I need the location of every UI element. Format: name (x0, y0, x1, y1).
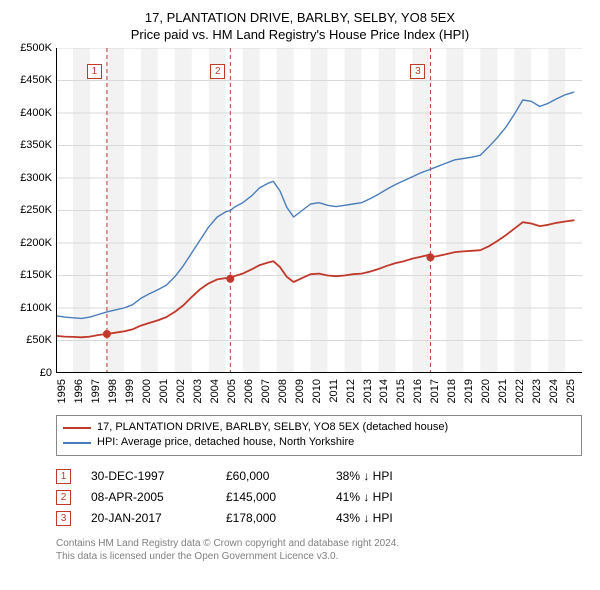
sale-price: £60,000 (226, 469, 316, 483)
x-tick-label: 2012 (345, 379, 357, 403)
x-tick-label: 1999 (124, 379, 136, 403)
y-tick-label: £300K (20, 172, 52, 184)
x-tick-label: 2016 (412, 379, 424, 403)
x-tick-label: 2015 (395, 379, 407, 403)
sale-date: 30-DEC-1997 (91, 469, 206, 483)
legend-swatch (63, 442, 91, 444)
x-tick-label: 1998 (107, 379, 119, 403)
sale-marker: 1 (56, 469, 71, 484)
x-tick-label: 2006 (243, 379, 255, 403)
legend-swatch (63, 427, 91, 429)
x-tick-label: 2009 (294, 379, 306, 403)
sale-row: 1 30-DEC-1997 £60,000 38% ↓ HPI (56, 466, 582, 487)
sale-marker: 3 (56, 511, 71, 526)
legend-item: HPI: Average price, detached house, Nort… (63, 435, 575, 450)
sale-date: 20-JAN-2017 (91, 511, 206, 525)
x-tick-label: 2014 (378, 379, 390, 403)
plot-area: £0£50K£100K£150K£200K£250K£300K£350K£400… (56, 48, 582, 373)
x-tick-label: 2002 (175, 379, 187, 403)
x-tick-label: 2025 (565, 379, 577, 403)
x-tick-label: 2018 (446, 379, 458, 403)
x-tick-label: 2024 (548, 379, 560, 403)
sale-row: 3 20-JAN-2017 £178,000 43% ↓ HPI (56, 508, 582, 529)
x-tick-label: 2019 (463, 379, 475, 403)
x-tick-label: 2003 (192, 379, 204, 403)
y-tick-label: £200K (20, 237, 52, 249)
sale-marker: 2 (56, 490, 71, 505)
x-tick-label: 2004 (209, 379, 221, 403)
sale-date: 08-APR-2005 (91, 490, 206, 504)
legend-item: 17, PLANTATION DRIVE, BARLBY, SELBY, YO8… (63, 420, 575, 435)
event-marker: 1 (87, 64, 102, 79)
x-tick-label: 2011 (328, 379, 340, 403)
y-tick-label: £400K (20, 107, 52, 119)
legend-label: 17, PLANTATION DRIVE, BARLBY, SELBY, YO8… (97, 420, 448, 435)
sale-price: £145,000 (226, 490, 316, 504)
sale-hpi-diff: 41% ↓ HPI (336, 490, 393, 504)
sale-row: 2 08-APR-2005 £145,000 41% ↓ HPI (56, 487, 582, 508)
y-tick-label: £500K (20, 42, 52, 54)
x-tick-label: 2022 (514, 379, 526, 403)
x-tick-label: 1997 (90, 379, 102, 403)
sale-hpi-diff: 43% ↓ HPI (336, 511, 393, 525)
y-tick-label: £250K (20, 204, 52, 216)
x-tick-label: 1995 (56, 379, 68, 403)
x-tick-label: 1996 (73, 379, 85, 403)
x-tick-label: 2010 (311, 379, 323, 403)
y-tick-label: £350K (20, 139, 52, 151)
x-tick-label: 2001 (158, 379, 170, 403)
event-marker: 3 (410, 64, 425, 79)
footer-line-2: This data is licensed under the Open Gov… (56, 550, 582, 563)
footer-line-1: Contains HM Land Registry data © Crown c… (56, 537, 582, 550)
y-tick-label: £100K (20, 302, 52, 314)
event-marker: 2 (210, 64, 225, 79)
plot-svg (56, 48, 582, 373)
legend: 17, PLANTATION DRIVE, BARLBY, SELBY, YO8… (56, 415, 582, 456)
chart-title: 17, PLANTATION DRIVE, BARLBY, SELBY, YO8… (8, 10, 592, 27)
x-tick-label: 2008 (277, 379, 289, 403)
chart-subtitle: Price paid vs. HM Land Registry's House … (8, 27, 592, 42)
sale-hpi-diff: 38% ↓ HPI (336, 469, 393, 483)
x-tick-label: 2021 (497, 379, 509, 403)
legend-label: HPI: Average price, detached house, Nort… (97, 435, 354, 450)
x-tick-label: 2017 (429, 379, 441, 403)
x-tick-label: 2007 (260, 379, 272, 403)
sales-table: 1 30-DEC-1997 £60,000 38% ↓ HPI 2 08-APR-2005… (56, 466, 582, 529)
y-tick-label: £150K (20, 269, 52, 281)
y-tick-label: £0 (40, 367, 52, 379)
footer-attribution: Contains HM Land Registry data © Crown c… (56, 537, 582, 563)
x-tick-label: 2005 (226, 379, 238, 403)
x-tick-label: 2013 (362, 379, 374, 403)
y-tick-label: £50K (26, 334, 52, 346)
x-tick-label: 2000 (141, 379, 153, 403)
chart-container: 17, PLANTATION DRIVE, BARLBY, SELBY, YO8… (0, 0, 600, 590)
x-tick-label: 2023 (531, 379, 543, 403)
y-tick-label: £450K (20, 74, 52, 86)
x-tick-label: 2020 (480, 379, 492, 403)
sale-price: £178,000 (226, 511, 316, 525)
